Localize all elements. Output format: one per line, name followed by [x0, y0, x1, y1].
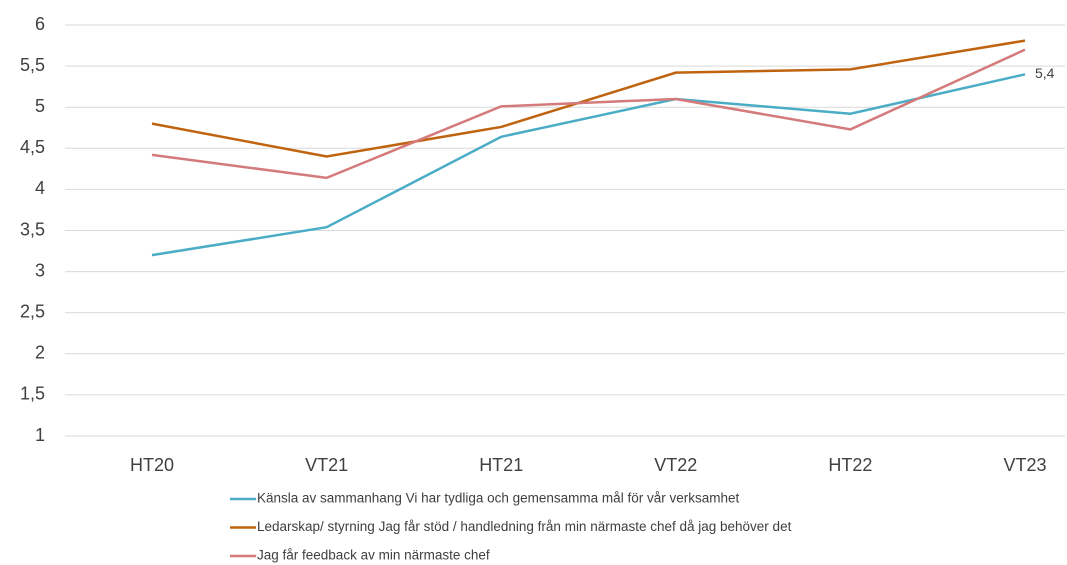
x-tick-label: HT21: [479, 455, 523, 475]
legend-label: Jag får feedback av min närmaste chef: [257, 548, 490, 563]
y-tick-label: 1,5: [20, 384, 45, 404]
y-tick-label: 2: [35, 343, 45, 363]
x-tick-label: HT20: [130, 455, 174, 475]
y-tick-label: 4: [35, 178, 45, 198]
x-tick-label: VT22: [654, 455, 697, 475]
y-tick-label: 1: [35, 425, 45, 445]
series-line: [151, 48, 1026, 180]
y-tick-label: 4,5: [20, 137, 45, 157]
y-tick-label: 6: [35, 14, 45, 34]
x-tick-label: VT21: [305, 455, 348, 475]
series-line: [151, 73, 1026, 257]
y-tick-label: 2,5: [20, 301, 45, 321]
y-tick-label: 3: [35, 260, 45, 280]
y-tick-label: 3,5: [20, 219, 45, 239]
x-tick-label: VT23: [1003, 455, 1046, 475]
y-tick-label: 5: [35, 96, 45, 116]
series-line: [151, 39, 1026, 158]
data-label: 5,4: [1035, 65, 1055, 81]
legend-label: Ledarskap/ styrning Jag får stöd / handl…: [257, 519, 792, 534]
y-tick-label: 5,5: [20, 55, 45, 75]
x-tick-label: HT22: [828, 455, 872, 475]
legend-label: Känsla av sammanhang Vi har tydliga och …: [257, 491, 739, 506]
